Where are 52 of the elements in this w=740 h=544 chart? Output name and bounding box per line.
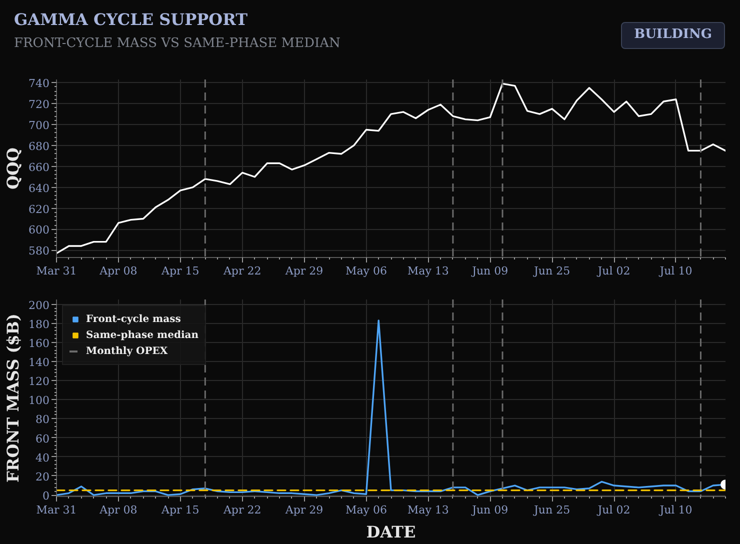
legend-label: Same-phase median [86,328,198,342]
legend-label: Front-cycle mass [86,312,181,326]
y-axis-title: QQQ [4,148,23,190]
x-tick-label: Jul 02 [596,264,630,278]
x-tick-label: Jun 09 [471,504,508,516]
chart-title: GAMMA CYCLE SUPPORT [14,9,248,31]
x-tick-label: Mar 31 [36,264,77,278]
y-tick-label: 100 [28,394,50,408]
x-tick-label: Jun 25 [533,264,570,278]
x-tick-label: May 13 [407,504,449,516]
y-tick-label: 680 [28,140,50,153]
y-tick-label: 580 [28,244,50,258]
y-tick-label: 200 [28,298,50,312]
y-tick-label: 620 [28,202,50,216]
y-tick-label: 40 [36,451,50,464]
x-tick-label: May 06 [345,264,387,278]
x-tick-label: Mar 31 [36,504,77,516]
y-tick-label: 720 [28,98,50,112]
text: BUILDING [621,22,725,49]
y-tick-label: 80 [36,413,50,426]
y-tick-label: 160 [28,336,50,350]
x-tick-label: May 13 [407,264,449,278]
annotation: Monthly OPEX [86,344,168,358]
y-tick-label: 600 [28,224,50,237]
x-tick-label: Jun 09 [471,264,508,278]
x-tick-label: Apr 08 [98,264,138,278]
line-series [56,82,726,254]
y-tick-label: 180 [28,318,50,331]
x-axis-title: DATE [366,522,416,542]
y-axis-title: FRONT MASS ($B) [4,314,23,482]
y-tick-label: 20 [36,470,50,484]
x-tick-label: Apr 15 [160,504,200,516]
x-tick-label: Jul 10 [658,264,692,278]
y-tick-label: 120 [28,375,50,388]
x-tick-label: May 06 [345,504,387,516]
x-tick-label: Apr 29 [284,264,324,278]
chart-subtitle: FRONT-CYCLE MASS VS SAME-PHASE MEDIAN [14,35,340,53]
x-tick-label: Apr 08 [98,504,138,516]
y-tick-label: 740 [28,77,50,90]
y-tick-label: 700 [28,119,50,132]
x-tick-label: Jul 10 [658,504,692,516]
x-tick-label: Apr 29 [284,504,324,516]
y-tick-label: 660 [28,160,50,174]
y-tick-label: 60 [36,432,50,446]
y-tick-label: 0 [42,490,50,503]
y-tick-label: 140 [28,356,50,370]
x-tick-label: Jul 02 [596,504,630,516]
x-tick-label: Apr 22 [222,264,262,278]
x-tick-label: Apr 15 [160,264,200,278]
x-tick-label: Jun 25 [533,504,570,516]
y-tick-label: 640 [28,182,50,195]
x-tick-label: Apr 22 [222,504,262,516]
